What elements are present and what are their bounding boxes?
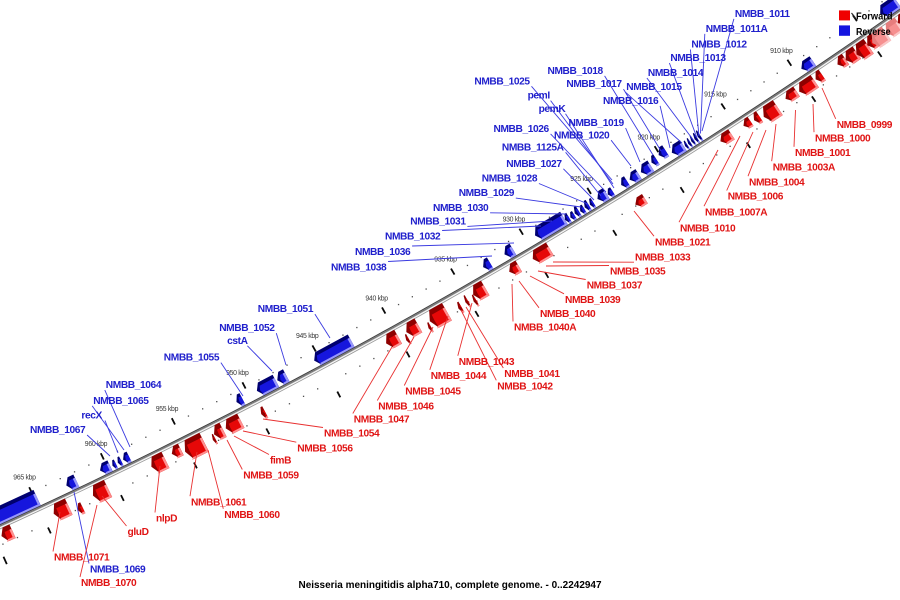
svg-text:NMBB_1067: NMBB_1067 — [30, 425, 86, 436]
svg-text:NMBB_1020: NMBB_1020 — [554, 130, 610, 141]
svg-text:fimB: fimB — [270, 456, 291, 467]
svg-text:NMBB_1070: NMBB_1070 — [81, 578, 137, 589]
svg-text:NMBB_1010: NMBB_1010 — [680, 223, 736, 234]
svg-text:nlpD: nlpD — [156, 514, 177, 525]
svg-text:pemK: pemK — [539, 104, 567, 115]
svg-text:NMBB_1044: NMBB_1044 — [431, 371, 487, 382]
svg-text:955 kbp: 955 kbp — [156, 406, 179, 413]
svg-text:NMBB_1033: NMBB_1033 — [635, 252, 691, 263]
svg-text:NMBB_1071: NMBB_1071 — [54, 553, 110, 564]
svg-text:gluD: gluD — [128, 527, 149, 538]
svg-text:NMBB_1037: NMBB_1037 — [587, 281, 643, 292]
svg-text:NMBB_1031: NMBB_1031 — [410, 217, 466, 228]
svg-text:NMBB_1046: NMBB_1046 — [378, 402, 434, 413]
svg-text:NMBB_1056: NMBB_1056 — [297, 443, 353, 454]
svg-text:NMBB_1014: NMBB_1014 — [648, 68, 704, 79]
svg-text:cstA: cstA — [227, 336, 249, 347]
svg-text:NMBB_1029: NMBB_1029 — [459, 188, 515, 199]
svg-text:NMBB_1040: NMBB_1040 — [540, 309, 596, 320]
svg-text:915 kbp: 915 kbp — [704, 92, 727, 99]
svg-text:NMBB_1059: NMBB_1059 — [243, 471, 299, 482]
svg-text:NMBB_1013: NMBB_1013 — [670, 53, 726, 64]
svg-text:NMBB_1025: NMBB_1025 — [474, 76, 530, 87]
svg-text:NMBB_1026: NMBB_1026 — [494, 124, 550, 135]
svg-text:935 kbp: 935 kbp — [434, 257, 457, 264]
svg-text:NMBB_1069: NMBB_1069 — [90, 565, 146, 576]
svg-text:NMBB_1042: NMBB_1042 — [497, 381, 553, 392]
svg-text:Reverse: Reverse — [856, 27, 891, 38]
svg-text:920 kbp: 920 kbp — [637, 134, 660, 141]
svg-text:NMBB_1036: NMBB_1036 — [355, 247, 411, 258]
svg-text:NMBB_1015: NMBB_1015 — [626, 82, 682, 93]
svg-text:NMBB_1000: NMBB_1000 — [815, 133, 871, 144]
svg-text:NMBB_1028: NMBB_1028 — [482, 174, 538, 185]
svg-text:NMBB_1030: NMBB_1030 — [433, 203, 489, 214]
svg-text:NMBB_1045: NMBB_1045 — [405, 387, 461, 398]
svg-text:NMBB_1040A: NMBB_1040A — [514, 323, 577, 334]
svg-text:NMBB_1043: NMBB_1043 — [459, 357, 515, 368]
svg-text:NMBB_1006: NMBB_1006 — [728, 192, 784, 203]
svg-text:NMBB_1032: NMBB_1032 — [385, 232, 441, 243]
svg-text:NMBB_1041: NMBB_1041 — [504, 369, 560, 380]
svg-text:NMBB_1021: NMBB_1021 — [655, 237, 711, 248]
svg-text:NMBB_1054: NMBB_1054 — [324, 429, 380, 440]
svg-text:NMBB_0999: NMBB_0999 — [837, 120, 893, 131]
svg-text:965 kbp: 965 kbp — [13, 475, 36, 482]
svg-text:NMBB_1001: NMBB_1001 — [795, 148, 851, 159]
svg-text:NMBB_1003A: NMBB_1003A — [773, 162, 836, 173]
svg-text:Neisseria meningitidis alpha71: Neisseria meningitidis alpha710, complet… — [299, 579, 602, 591]
svg-text:NMBB_1012: NMBB_1012 — [691, 40, 747, 51]
svg-text:Forward: Forward — [856, 11, 893, 22]
svg-text:NMBB_1060: NMBB_1060 — [224, 510, 280, 521]
svg-text:NMBB_1065: NMBB_1065 — [93, 396, 149, 407]
svg-text:NMBB_1035: NMBB_1035 — [610, 267, 666, 278]
svg-text:NMBB_1061: NMBB_1061 — [191, 497, 247, 508]
svg-text:NMBB_1051: NMBB_1051 — [258, 304, 314, 315]
svg-text:recX: recX — [81, 411, 102, 422]
svg-text:930 kbp: 930 kbp — [503, 217, 526, 224]
svg-text:940 kbp: 940 kbp — [365, 295, 388, 302]
svg-text:NMBB_1017: NMBB_1017 — [566, 79, 622, 90]
svg-text:NMBB_1004: NMBB_1004 — [749, 177, 805, 188]
svg-text:pemI: pemI — [528, 91, 551, 102]
svg-text:NMBB_1125A: NMBB_1125A — [502, 142, 565, 153]
svg-text:NMBB_1064: NMBB_1064 — [106, 380, 162, 391]
svg-text:910 kbp: 910 kbp — [770, 48, 793, 55]
svg-text:NMBB_1018: NMBB_1018 — [548, 66, 604, 77]
svg-text:925 kbp: 925 kbp — [570, 176, 593, 183]
svg-text:NMBB_1052: NMBB_1052 — [219, 323, 275, 334]
svg-text:NMBB_1038: NMBB_1038 — [331, 263, 387, 274]
svg-text:NMBB_1011A: NMBB_1011A — [706, 24, 769, 35]
svg-text:945 kbp: 945 kbp — [296, 333, 319, 340]
svg-text:NMBB_1039: NMBB_1039 — [565, 295, 621, 306]
svg-text:NMBB_1027: NMBB_1027 — [506, 159, 562, 170]
svg-text:NMBB_1016: NMBB_1016 — [603, 96, 659, 107]
svg-text:NMBB_1007A: NMBB_1007A — [705, 207, 768, 218]
svg-text:NMBB_1019: NMBB_1019 — [569, 118, 625, 129]
svg-text:NMBB_1011: NMBB_1011 — [735, 9, 790, 20]
svg-text:NMBB_1055: NMBB_1055 — [164, 353, 220, 364]
svg-text:950 kbp: 950 kbp — [226, 370, 249, 377]
svg-text:960 kbp: 960 kbp — [85, 441, 108, 448]
svg-text:NMBB_1047: NMBB_1047 — [354, 415, 410, 426]
